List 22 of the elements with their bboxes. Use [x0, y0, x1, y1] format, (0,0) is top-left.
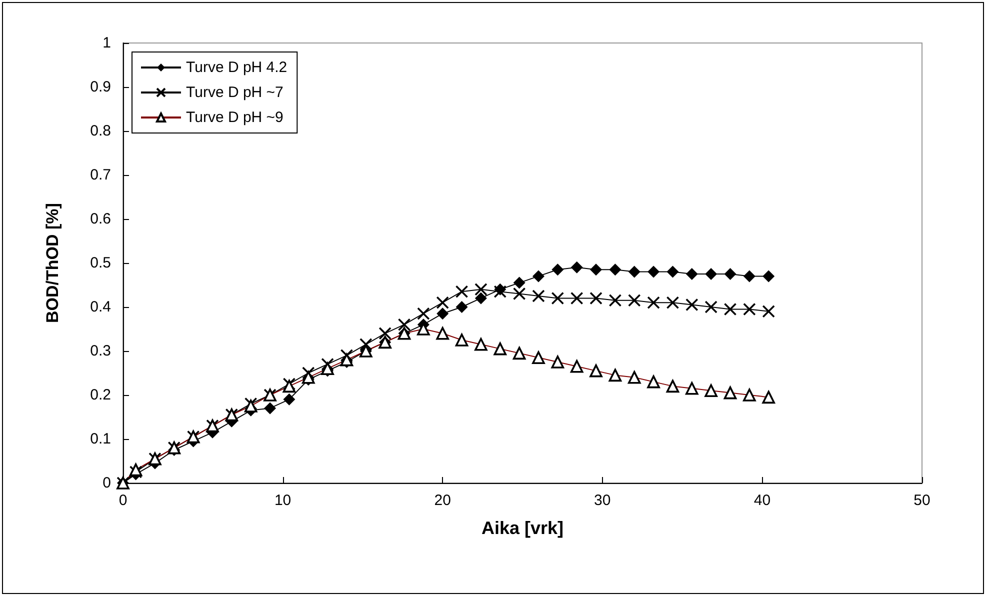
y-tick-label: 0	[102, 474, 111, 492]
x-tick-label: 10	[274, 492, 292, 509]
legend-label: Turve D pH ~7	[186, 84, 284, 101]
legend-label: Turve D pH ~9	[186, 109, 284, 126]
x-axis-title: Aika [vrk]	[481, 518, 564, 538]
y-tick-label: 0.4	[90, 298, 111, 316]
y-tick-label: 0.3	[90, 342, 111, 360]
y-tick-label: 0.5	[90, 254, 111, 272]
legend-label: Turve D pH 4.2	[186, 59, 288, 76]
y-tick-label: 1	[102, 34, 111, 52]
y-tick-label: 0.7	[90, 166, 111, 184]
y-tick-label: 0.2	[90, 386, 111, 404]
y-tick-label: 0.9	[90, 78, 111, 96]
y-tick-label: 0.6	[90, 210, 111, 228]
x-tick-label: 40	[754, 492, 771, 509]
x-tick-label: 0	[118, 492, 128, 509]
y-tick-label: 0.8	[90, 122, 111, 140]
x-tick-label: 50	[914, 492, 930, 509]
y-axis-title: BOD/ThOD [%]	[43, 203, 62, 323]
x-tick-label: 30	[594, 492, 611, 509]
x-tick-label: 20	[434, 492, 451, 509]
y-tick-label: 0.1	[90, 430, 111, 448]
